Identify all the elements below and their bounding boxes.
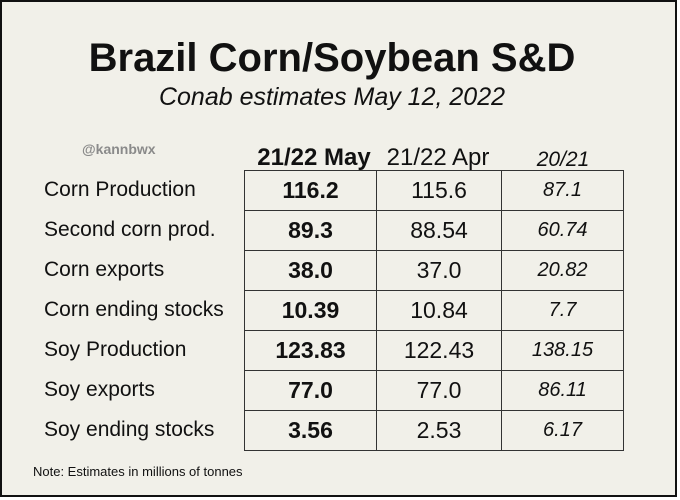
cell-prior-year: 7.7 <box>501 290 624 331</box>
row-label: Corn ending stocks <box>44 298 224 321</box>
units-note: Note: Estimates in millions of tonnes <box>33 464 243 479</box>
cell-apr: 10.84 <box>376 290 502 331</box>
cell-may: 123.83 <box>244 330 377 371</box>
chart-subtitle: Conab estimates May 12, 2022 <box>158 83 506 111</box>
watermark-handle: @kannbwx <box>82 141 156 157</box>
row-label: Corn Production <box>44 178 196 201</box>
table-row: 3.56 2.53 6.17 <box>244 410 624 451</box>
cell-apr: 77.0 <box>376 370 502 411</box>
cell-apr: 2.53 <box>376 410 502 451</box>
cell-may: 3.56 <box>244 410 377 451</box>
cell-apr: 122.43 <box>376 330 502 371</box>
cell-prior-year: 86.11 <box>501 370 624 411</box>
cell-may: 77.0 <box>244 370 377 411</box>
row-label: Soy ending stocks <box>44 418 215 441</box>
cell-prior-year: 6.17 <box>501 410 624 451</box>
row-label: Soy exports <box>44 378 155 401</box>
cell-may: 116.2 <box>244 170 377 211</box>
cell-may: 89.3 <box>244 210 377 251</box>
data-table: 116.2 115.6 87.1 89.3 88.54 60.74 38.0 37.0 20.8… <box>244 170 624 451</box>
cell-prior-year: 20.82 <box>501 250 624 291</box>
table-row: 77.0 77.0 86.11 <box>244 370 624 411</box>
chart-title: Brazil Corn/Soybean S&D <box>88 36 576 80</box>
table-row: 89.3 88.54 60.74 <box>244 210 624 251</box>
cell-prior-year: 138.15 <box>501 330 624 371</box>
table-row: 10.39 10.84 7.7 <box>244 290 624 331</box>
column-header-apr: 21/22 Apr <box>386 144 490 171</box>
column-header-may: 21/22 May <box>257 144 371 171</box>
cell-apr: 88.54 <box>376 210 502 251</box>
table-row: 123.83 122.43 138.15 <box>244 330 624 371</box>
table-row: 116.2 115.6 87.1 <box>244 170 624 211</box>
cell-apr: 115.6 <box>376 170 502 211</box>
cell-may: 10.39 <box>244 290 377 331</box>
column-header-prior-year: 20/21 <box>536 148 590 171</box>
cell-prior-year: 60.74 <box>501 210 624 251</box>
row-label: Soy Production <box>44 338 187 361</box>
cell-may: 38.0 <box>244 250 377 291</box>
row-label: Second corn prod. <box>44 218 216 241</box>
cell-prior-year: 87.1 <box>501 170 624 211</box>
row-label: Corn exports <box>44 258 165 281</box>
cell-apr: 37.0 <box>376 250 502 291</box>
table-row: 38.0 37.0 20.82 <box>244 250 624 291</box>
